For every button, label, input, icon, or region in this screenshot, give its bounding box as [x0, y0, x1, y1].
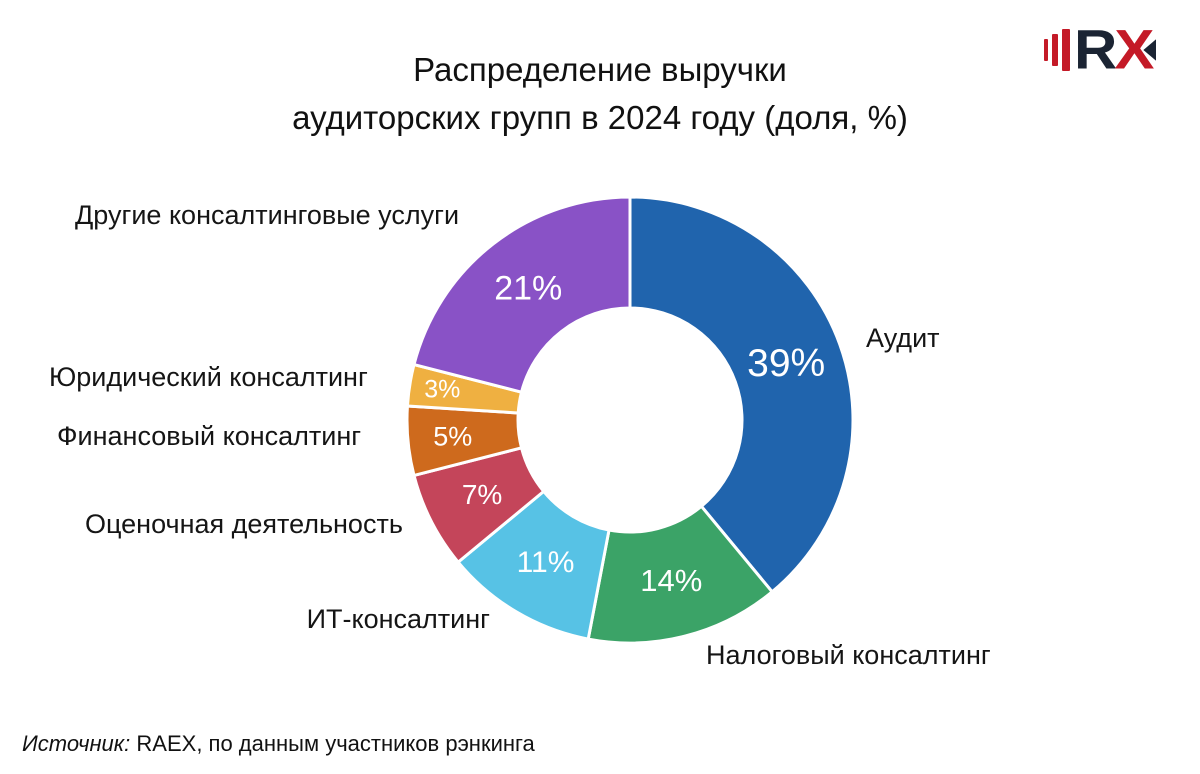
- slice-percent-label: 7%: [461, 479, 503, 511]
- chart-title-line-2: аудиторских групп в 2024 году (доля, %): [292, 99, 908, 136]
- slice-percent-label: 5%: [433, 421, 473, 452]
- logo-bar-icon: [1044, 39, 1048, 61]
- donut-slice-6[interactable]: [412, 195, 632, 394]
- slice-label-legal: Юридический консалтинг: [49, 362, 368, 392]
- logo-letter-r: R: [1074, 18, 1117, 81]
- slice-label-valuation: Оценочная деятельность: [85, 509, 403, 539]
- slice-percent-label: 39%: [747, 341, 826, 385]
- slice-percent-label: 14%: [640, 562, 703, 598]
- logo-bar-icon: [1062, 29, 1070, 71]
- slice-label-it: ИТ-консалтинг: [306, 604, 490, 634]
- source-text: RAEX, по данным участников рэнкинга: [130, 731, 535, 756]
- source-note: Источник: RAEX, по данным участников рэн…: [22, 731, 535, 757]
- slice-percent-label: 11%: [516, 545, 575, 579]
- logo-bar-icon: [1052, 34, 1058, 66]
- chart-title-line-1: Распределение выручки: [413, 51, 787, 88]
- logo-letter-x-wrap: X: [1114, 22, 1157, 78]
- raex-logo: R X: [1044, 18, 1157, 81]
- slice-label-finance: Финансовый консалтинг: [57, 421, 362, 451]
- slice-label-other: Другие консалтинговые услуги: [75, 200, 460, 230]
- slice-label-tax: Налоговый консалтинг: [706, 640, 991, 670]
- slice-label-audit: Аудит: [866, 323, 940, 353]
- slice-percent-label: 3%: [424, 375, 461, 404]
- source-prefix: Источник:: [22, 731, 131, 756]
- chart-title: Распределение выручки аудиторских групп …: [0, 46, 1200, 142]
- slice-percent-label: 21%: [494, 269, 563, 308]
- donut-slice-0[interactable]: [628, 195, 855, 594]
